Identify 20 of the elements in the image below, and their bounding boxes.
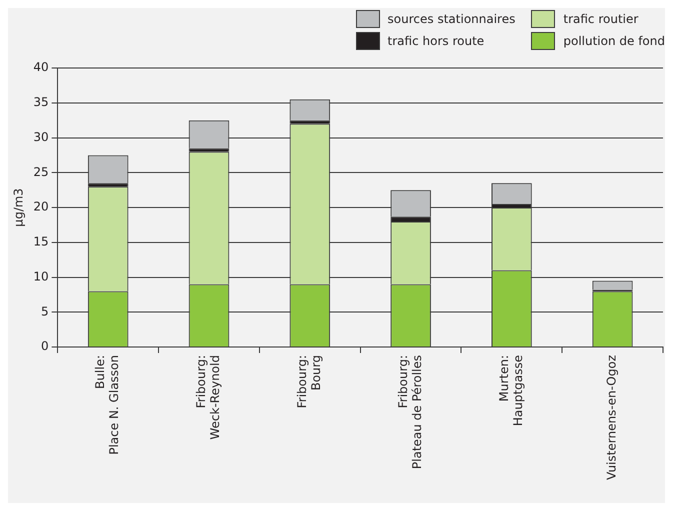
x-tick-label: Murten: Hauptgasse [496, 355, 525, 426]
legend-label: trafic hors route [388, 34, 484, 48]
x-tick-label: Fribourg: Bourg [295, 355, 324, 408]
y-axis-title: µg/m3 [11, 188, 26, 227]
y-tick-label: 35 [33, 95, 49, 109]
y-tick-label: 10 [33, 269, 49, 284]
x-tick-label: Bulle: Place N. Glasson [93, 355, 122, 455]
y-tick-label: 25 [33, 164, 49, 179]
y-tick-label: 40 [33, 60, 49, 74]
legend-label: pollution de fond [563, 34, 665, 48]
y-tick-label: 20 [33, 200, 49, 214]
legend-label: sources stationnaires [388, 12, 516, 26]
y-tick-label: 30 [33, 130, 49, 144]
y-tick-label: 5 [41, 304, 49, 318]
legend-label: trafic routier [563, 12, 638, 26]
y-tick-label: 15 [33, 234, 49, 248]
y-tick-label: 0 [41, 339, 49, 354]
x-tick-label: Fribourg: Plateau de Pérolles [396, 355, 424, 470]
x-tick-label: Vuisternens-en-Ogoz [604, 355, 619, 480]
x-tick-label: Fribourg: Weck-Reynold [194, 355, 222, 440]
